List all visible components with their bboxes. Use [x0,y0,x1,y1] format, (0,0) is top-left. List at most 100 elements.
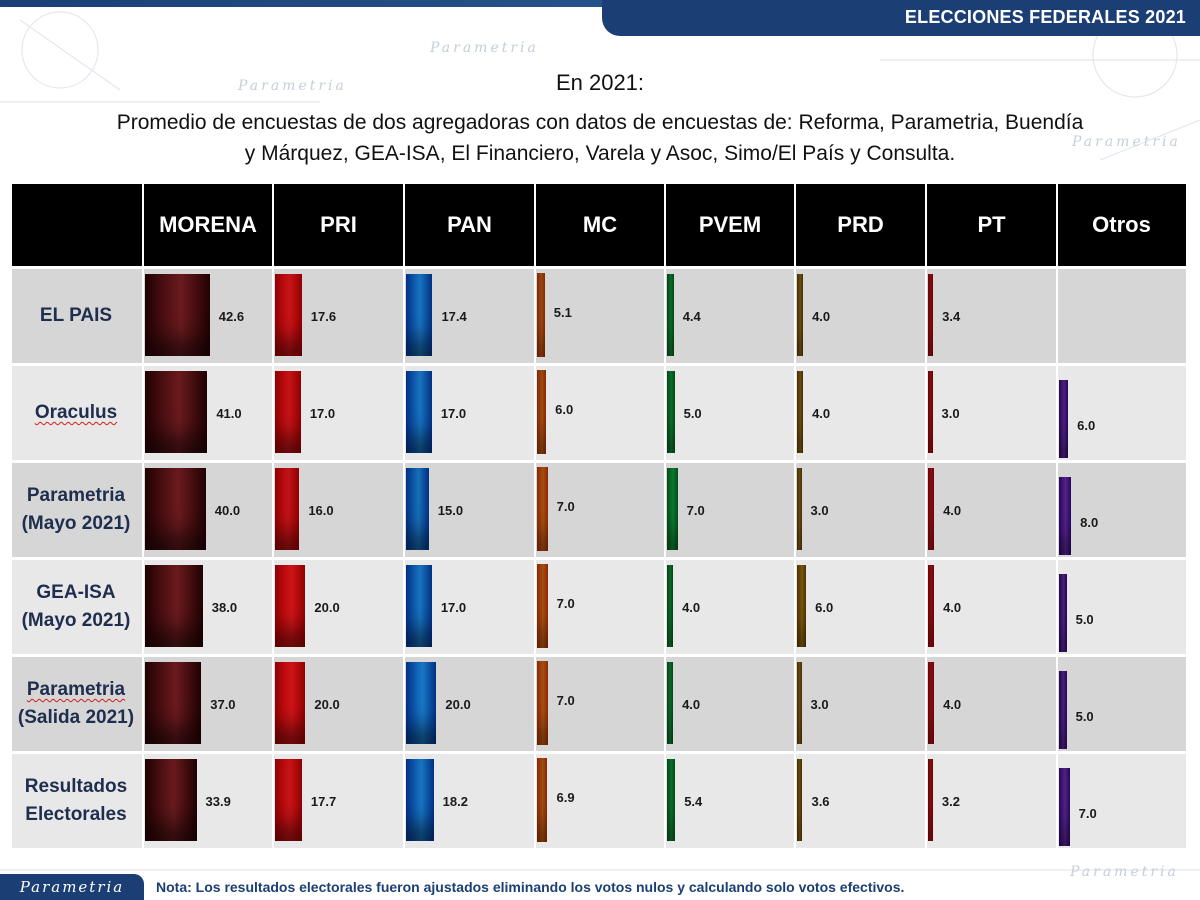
watermark-top-left: Parametria [238,78,347,94]
bar-pan [406,274,433,356]
bar-mc [537,661,548,745]
bar-pan [406,759,434,841]
watermark-right: Parametria [1072,134,1181,150]
value-label: 5.1 [553,305,572,320]
value-label: 17.4 [441,309,467,324]
row-label: Parametria (Mayo 2021) [12,463,140,557]
table-row [12,754,1186,848]
bar-prd [797,759,803,841]
column-divider [403,184,405,851]
value-label: 37.0 [210,697,236,712]
row-label: Resultados Electorales [12,754,140,848]
bar-pt [928,565,935,647]
value-label: 42.6 [218,309,245,324]
bar-pt [928,759,933,841]
row-label-text: Oraculus [35,399,117,427]
bar-pri [275,371,301,453]
column-divider [664,184,666,851]
bar-pvem [667,371,675,453]
value-label: 4.4 [682,309,701,324]
bar-otros [1059,477,1072,555]
bar-pvem [667,468,678,550]
value-label: 17.0 [440,406,467,421]
bar-prd [797,468,802,550]
value-label: 7.0 [686,503,705,518]
value-label: 8.0 [1080,515,1099,530]
watermark-bottom: Parametria [1070,864,1179,880]
value-label: 7.0 [556,596,575,611]
bar-mc [537,758,548,842]
row-label: Oraculus [12,366,140,460]
table-row [12,463,1186,557]
bar-pri [275,565,306,647]
value-label: 17.6 [310,309,337,324]
bar-prd [797,371,804,453]
row-label-line: GEA-ISA [36,582,116,603]
bar-morena [145,371,208,453]
value-label: 41.0 [216,406,242,421]
column-divider [142,184,144,851]
value-label: 5.4 [684,794,703,809]
bar-otros [1059,574,1067,652]
row-label-text: Parametria (Salida 2021) [18,676,134,732]
column-divider [794,184,796,851]
bar-otros [1059,671,1067,749]
chart-title: En 2021: [555,70,645,95]
bar-pan [406,468,429,550]
bar-pvem [667,759,676,841]
table-row [12,366,1186,460]
value-label: 3.0 [941,406,960,421]
bar-mc [537,370,547,454]
bar-otros [1059,380,1069,458]
banner-title: ELECCIONES FEDERALES 2021 [904,7,1186,27]
value-label: 4.0 [943,503,962,518]
column-header-pan: PAN [447,212,492,237]
column-header-pri: PRI [320,212,357,237]
value-label: 4.0 [682,697,701,712]
chart-subtitle: Promedio de encuestas de dos agregadoras… [36,107,1164,169]
bar-prd [797,565,807,647]
value-label: 16.0 [308,503,334,518]
value-label: 3.6 [811,794,830,809]
value-label: 20.0 [314,600,340,615]
value-label: 40.0 [214,503,241,518]
bar-pvem [667,662,674,744]
row-label-line: EL PAIS [39,305,113,326]
row-label-text: EL PAIS [40,302,112,330]
bar-pri [275,662,306,744]
value-label: 7.0 [556,693,575,708]
bar-pvem [667,274,674,356]
value-label: 17.0 [440,600,467,615]
column-header-mc: MC [582,212,618,237]
bar-pan [406,371,432,453]
value-label: 5.0 [1075,709,1094,724]
row-label-text: Parametria (Mayo 2021) [22,482,131,538]
row-label-line: Oraculus [34,402,118,423]
value-label: 6.0 [555,402,574,417]
value-label: 4.0 [682,600,701,615]
header-banner: ELECCIONES FEDERALES 2021 [602,0,1200,36]
value-label: 6.0 [815,600,834,615]
top-strip [0,0,1200,7]
table-row [12,560,1186,654]
bar-pvem [667,565,674,647]
row-label-text: GEA-ISA (Mayo 2021) [22,579,131,635]
row-label-line: Parametria [26,679,126,700]
value-label: 7.0 [556,499,575,514]
bar-prd [797,274,804,356]
row-label-line: (Mayo 2021) [21,610,131,631]
column-divider [1056,184,1058,851]
value-label: 20.0 [314,697,340,712]
subtitle-line: y Márquez, GEA-ISA, El Financiero, Varel… [244,142,956,165]
bar-pri [275,468,300,550]
bar-otros [1059,768,1070,846]
bar-pri [275,759,302,841]
bar-morena [145,565,203,647]
table-header [12,184,1186,266]
bar-pan [406,565,432,647]
value-label: 3.4 [942,309,961,324]
row-label-text: Resultados Electorales [25,773,127,829]
value-label: 3.0 [810,503,829,518]
row-label-line: (Salida 2021) [17,707,135,728]
column-divider [925,184,927,851]
